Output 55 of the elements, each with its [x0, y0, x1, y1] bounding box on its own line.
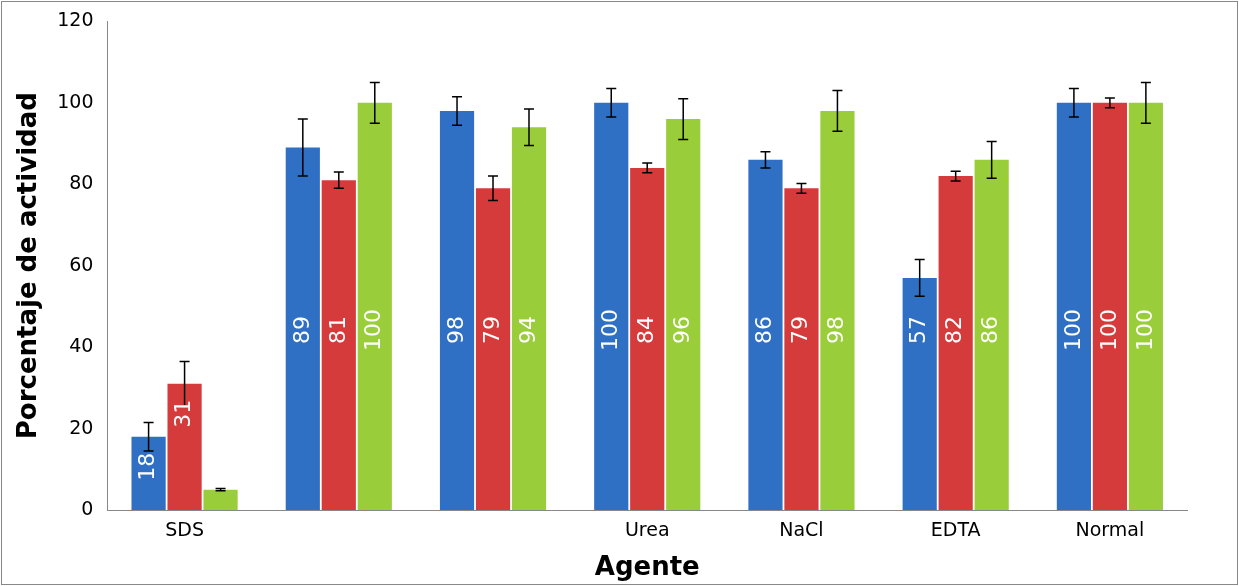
bar [1092, 102, 1127, 510]
y-tick-label: 0 [81, 496, 94, 519]
data-label: 57 [905, 316, 931, 344]
data-label: 84 [632, 316, 658, 344]
bar [131, 436, 166, 510]
bar [285, 147, 320, 510]
x-tick-label: SDS [165, 518, 204, 541]
data-label: 31 [170, 399, 196, 428]
x-axis-title: Agente [594, 551, 700, 582]
bar [203, 489, 238, 510]
data-label: 18 [134, 452, 160, 481]
bar [974, 159, 1009, 510]
bar [666, 119, 701, 510]
data-label: 86 [977, 316, 1003, 344]
y-tick-label: 80 [69, 171, 94, 194]
bar [167, 383, 202, 510]
bar [630, 167, 665, 510]
y-tick-label: 20 [69, 415, 94, 438]
y-tick-label: 120 [57, 8, 94, 31]
y-tick-label: 100 [57, 89, 94, 112]
data-label: 79 [478, 316, 504, 344]
x-tick-label: EDTA [930, 518, 981, 541]
bar [820, 110, 855, 510]
data-label: 81 [324, 316, 350, 344]
data-label: 96 [668, 316, 694, 344]
bar [511, 127, 547, 510]
data-label: 98 [823, 316, 849, 344]
data-label: 100 [360, 309, 386, 351]
data-label: 98 [442, 316, 468, 344]
bar [594, 102, 629, 510]
y-tick-label: 40 [69, 334, 94, 357]
data-label: 94 [514, 316, 540, 344]
bar [784, 188, 819, 510]
data-label: 100 [1059, 309, 1085, 351]
y-tick-label: 60 [69, 252, 94, 275]
y-axis-title: Porcentaje de actividad [12, 92, 43, 440]
data-label: 89 [288, 316, 314, 344]
bar [1128, 102, 1163, 510]
data-label: 79 [787, 316, 813, 344]
bar [1056, 102, 1091, 510]
data-label: 100 [596, 309, 622, 351]
data-label: 82 [941, 316, 967, 344]
x-tick-label: Normal [1075, 518, 1145, 541]
data-label: 86 [751, 316, 777, 344]
bar [902, 277, 937, 510]
data-label: 100 [1131, 309, 1157, 351]
data-label: 100 [1095, 309, 1121, 351]
bar [357, 102, 392, 510]
bar [439, 110, 475, 510]
x-tick-label: NaCl [779, 518, 824, 541]
bar [748, 159, 783, 510]
bar [475, 188, 511, 510]
bar [321, 180, 356, 510]
x-tick-label: Urea [624, 518, 670, 541]
bar [938, 176, 973, 510]
